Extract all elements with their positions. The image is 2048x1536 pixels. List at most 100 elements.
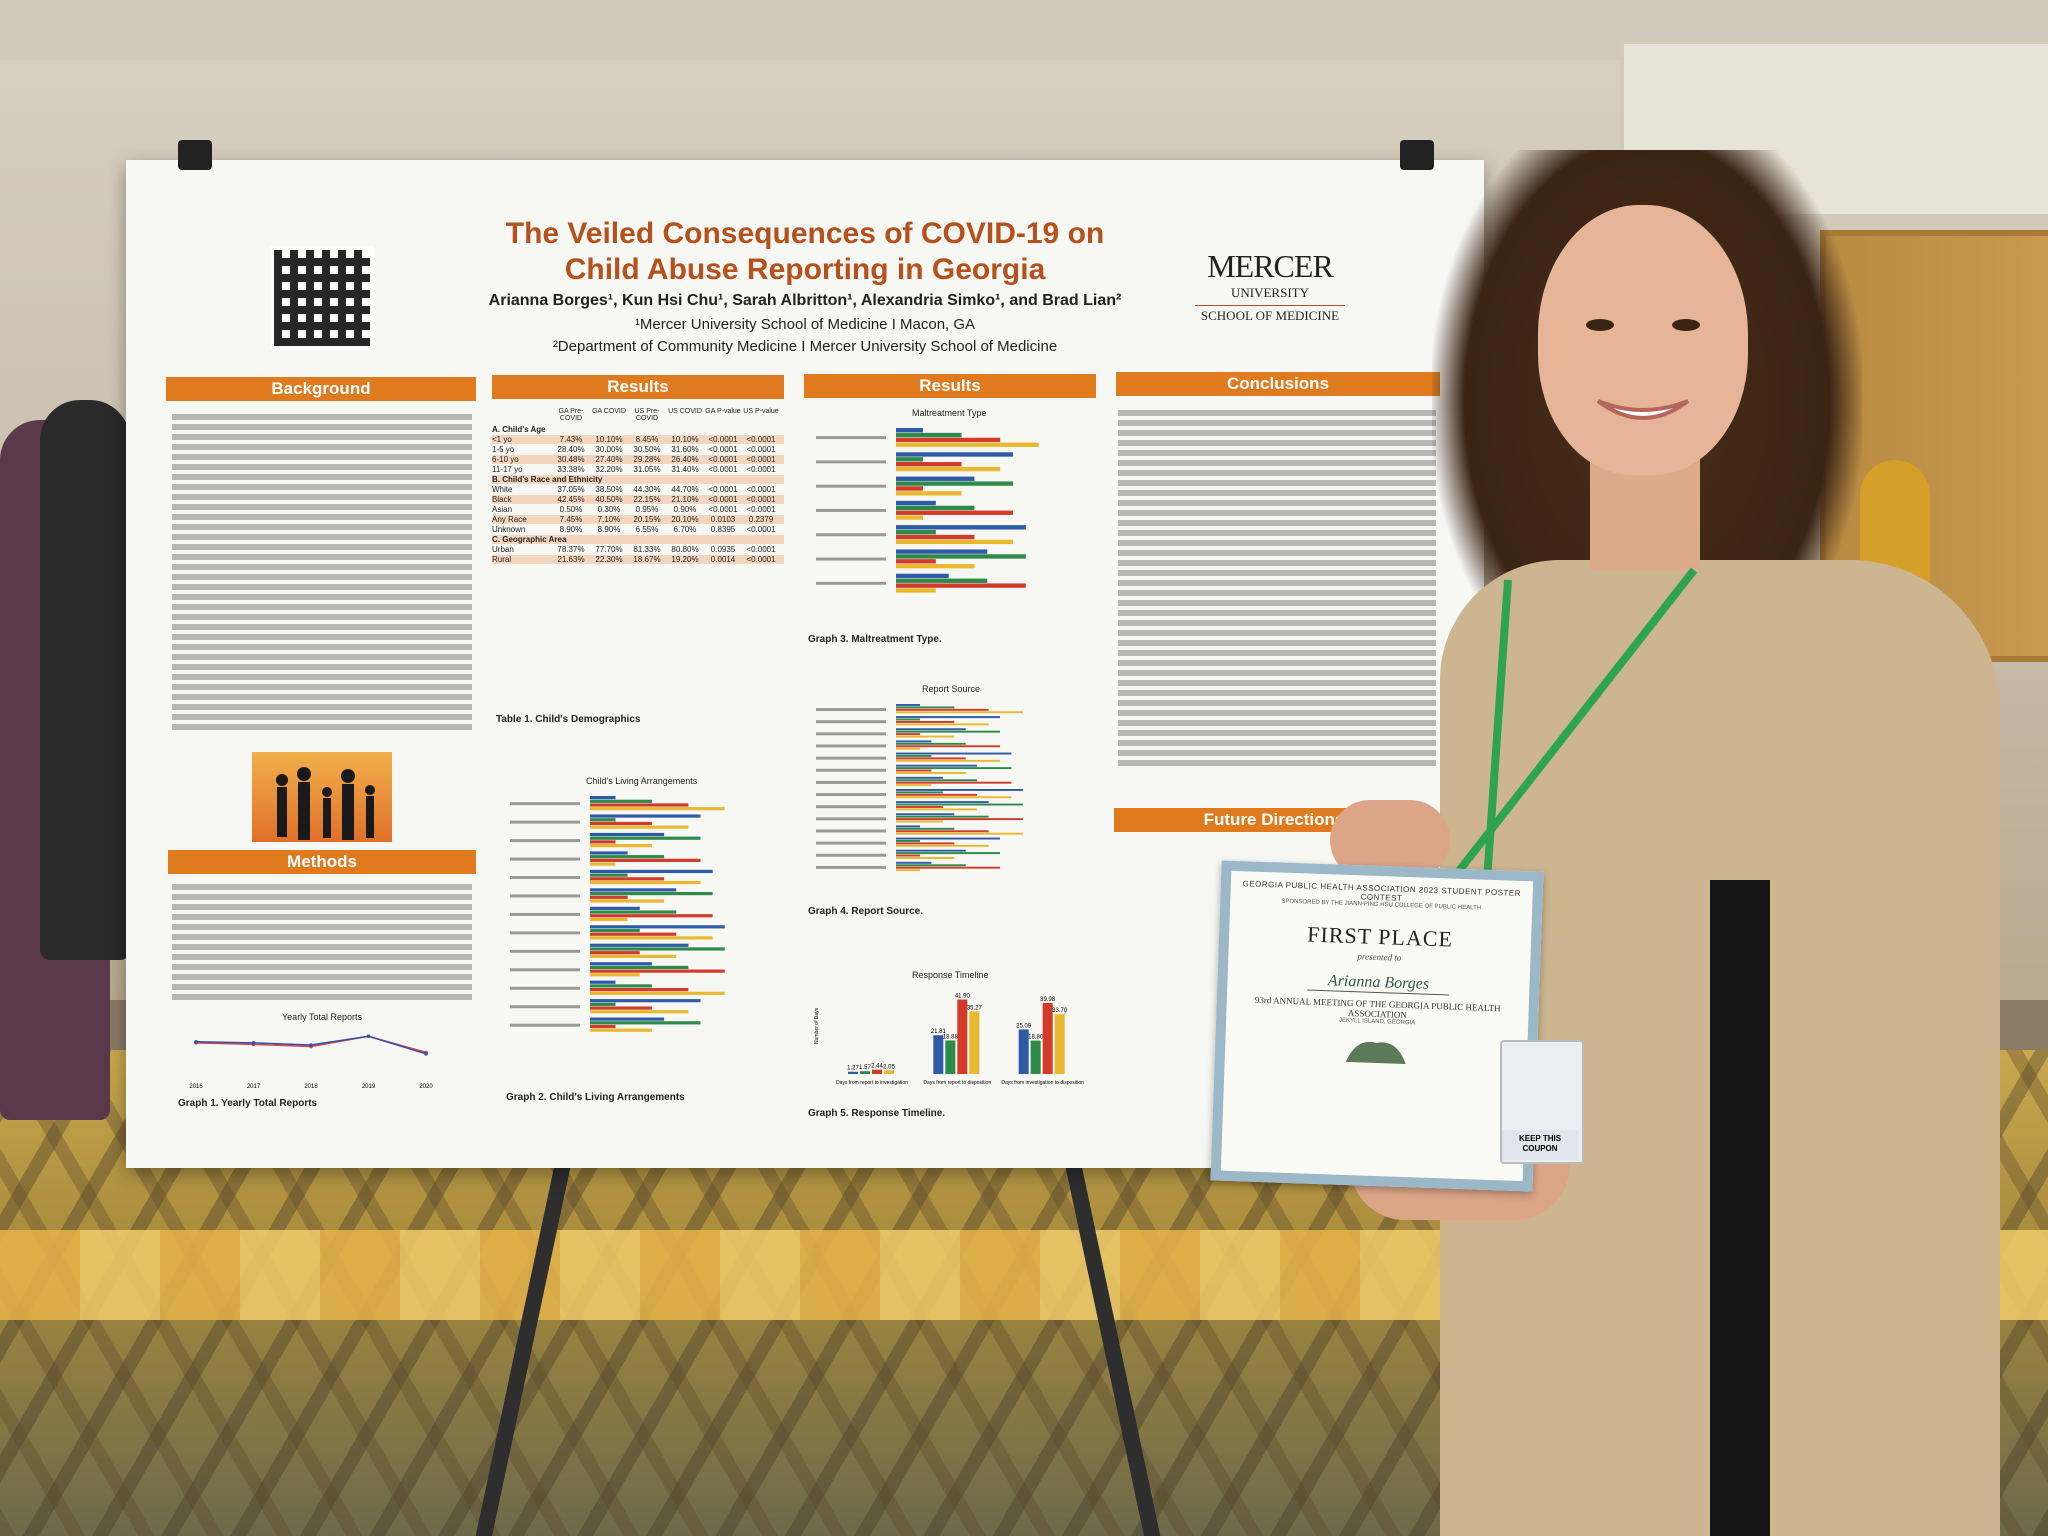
bar-mark: [896, 428, 923, 433]
bar-mark: [896, 757, 966, 760]
table-header-cell: GA Pre-COVID: [558, 408, 584, 422]
bar-mark: [590, 796, 616, 800]
table-row-label: Any Race: [492, 515, 527, 524]
bar-mark: [896, 530, 936, 535]
table-cell: 6.70%: [673, 525, 697, 534]
table-cell: 22.30%: [595, 555, 623, 564]
bar-mark: [590, 965, 689, 970]
family-silhouette-photo: [252, 752, 392, 842]
yearly-x-tick: 2019: [362, 1084, 376, 1090]
maltreatment-chart: [816, 428, 1039, 593]
bar-mark: [896, 808, 978, 811]
category-label-mark: [510, 968, 580, 972]
bar-mark: [896, 708, 989, 711]
table-row-label: Urban: [492, 545, 514, 554]
table-cell: <0.0001: [708, 505, 738, 514]
table-body: A. Child's Age <1 yo 7.43% 10.10% 8.45% 10.10…: [492, 425, 784, 564]
bar-mark: [590, 836, 701, 840]
timeline-data-label: 1.27: [847, 1066, 859, 1072]
table-row: C. Geographic Area: [492, 535, 784, 544]
timeline-bar: [945, 1040, 956, 1074]
table-row: Any Race 7.45% 7.10% 20.15% 20.10% 0.0103 0.23…: [492, 515, 784, 524]
bar-mark: [590, 1006, 652, 1010]
table-row-label: Rural: [492, 555, 512, 564]
bar-mark: [590, 1028, 652, 1032]
category-label-mark: [510, 912, 580, 916]
bar-mark: [590, 895, 628, 899]
table-cell: 22.15%: [633, 495, 661, 504]
certificate-recipient: Arianna Borges: [1307, 971, 1450, 996]
bar-mark: [590, 899, 665, 903]
table-row: Unknown 8.90% 8.90% 6.55% 6.70% 0.8395 <0.0001: [492, 525, 784, 534]
bar-mark: [896, 466, 1001, 472]
table-row: Black 42.45% 40.50% 22.15% 21.10% <0.0001 <0.0…: [492, 495, 784, 504]
table-cell: 29.28%: [633, 455, 661, 464]
bar-mark: [896, 728, 966, 731]
maltreatment-chart-title: Maltreatment Type: [912, 408, 987, 418]
timeline-data-label: 18.88: [943, 1034, 959, 1040]
bar-mark: [896, 755, 932, 757]
table-row-label: White: [492, 485, 513, 494]
bar-mark: [896, 869, 920, 872]
table-cell: 78.37%: [557, 545, 585, 554]
section-results-2: Results: [804, 374, 1096, 398]
table-row-label: C. Geographic Area: [492, 535, 567, 544]
yearly-chart-title: Yearly Total Reports: [282, 1012, 363, 1022]
bar-mark: [896, 745, 1000, 748]
bar-mark: [896, 711, 1023, 714]
yearly-point: [366, 1034, 371, 1039]
bar-mark: [590, 862, 616, 866]
bar-mark: [896, 588, 936, 593]
qr-code: [270, 246, 374, 350]
table-row: Rural 21.63% 22.30% 18.67% 19.20% 0.0014 <0.00…: [492, 555, 784, 564]
bar-mark: [896, 837, 1000, 840]
bar-mark: [896, 857, 955, 859]
graph1-caption: Graph 1. Yearly Total Reports: [178, 1098, 318, 1109]
yearly-reports-chart: 2016 2017 2018 2019 2020: [189, 1034, 433, 1090]
bar-mark: [590, 973, 640, 977]
bar-mark: [896, 818, 1023, 821]
table-row-label: Black: [492, 495, 512, 504]
bar-mark: [590, 943, 689, 947]
bar-mark: [896, 534, 975, 540]
bar-mark: [590, 991, 725, 995]
bar-mark: [896, 840, 920, 842]
table-header-cell: GA P-value: [705, 408, 741, 415]
timeline-bar: [884, 1070, 894, 1074]
timeline-data-label: 1.57: [859, 1065, 871, 1071]
table-cell: 0.0935: [710, 545, 736, 554]
category-label-mark: [816, 533, 886, 537]
table-cell: <0.0001: [708, 455, 738, 464]
bar-mark: [590, 1024, 616, 1029]
bar-mark: [896, 486, 923, 491]
category-label-mark: [816, 841, 886, 845]
table-row-label: 11-17 yo: [492, 465, 523, 474]
table-header-cell: US Pre-COVID: [634, 408, 660, 422]
category-label-mark: [816, 865, 886, 869]
bar-mark: [896, 462, 962, 467]
timeline-bar: [860, 1071, 870, 1074]
bar-mark: [590, 840, 616, 844]
table-cell: 8.90%: [559, 525, 583, 534]
table-cell: <0.0001: [746, 545, 776, 554]
bar-mark: [896, 759, 1000, 762]
poster-title: The Veiled Consequences of COVID-19 on C…: [440, 216, 1170, 288]
table-cell: 7.45%: [559, 515, 583, 524]
bar-mark: [896, 832, 1023, 835]
category-label-mark: [510, 802, 580, 806]
table-cell: 19.20%: [671, 555, 699, 564]
bar-mark: [896, 801, 989, 804]
bar-mark: [896, 866, 1000, 869]
timeline-bar: [957, 999, 968, 1074]
bar-mark: [896, 510, 1013, 515]
timeline-data-label: 35.27: [967, 1005, 983, 1011]
table-cell: 8.45%: [635, 435, 659, 444]
table-caption: Table 1. Child's Demographics: [496, 714, 641, 725]
timeline-bar: [1042, 1002, 1053, 1074]
yearly-x-tick: 2016: [189, 1084, 203, 1090]
category-label-mark: [816, 793, 886, 797]
table-cell: 20.10%: [671, 515, 699, 524]
bar-mark: [590, 917, 628, 922]
bar-mark: [896, 452, 1013, 457]
